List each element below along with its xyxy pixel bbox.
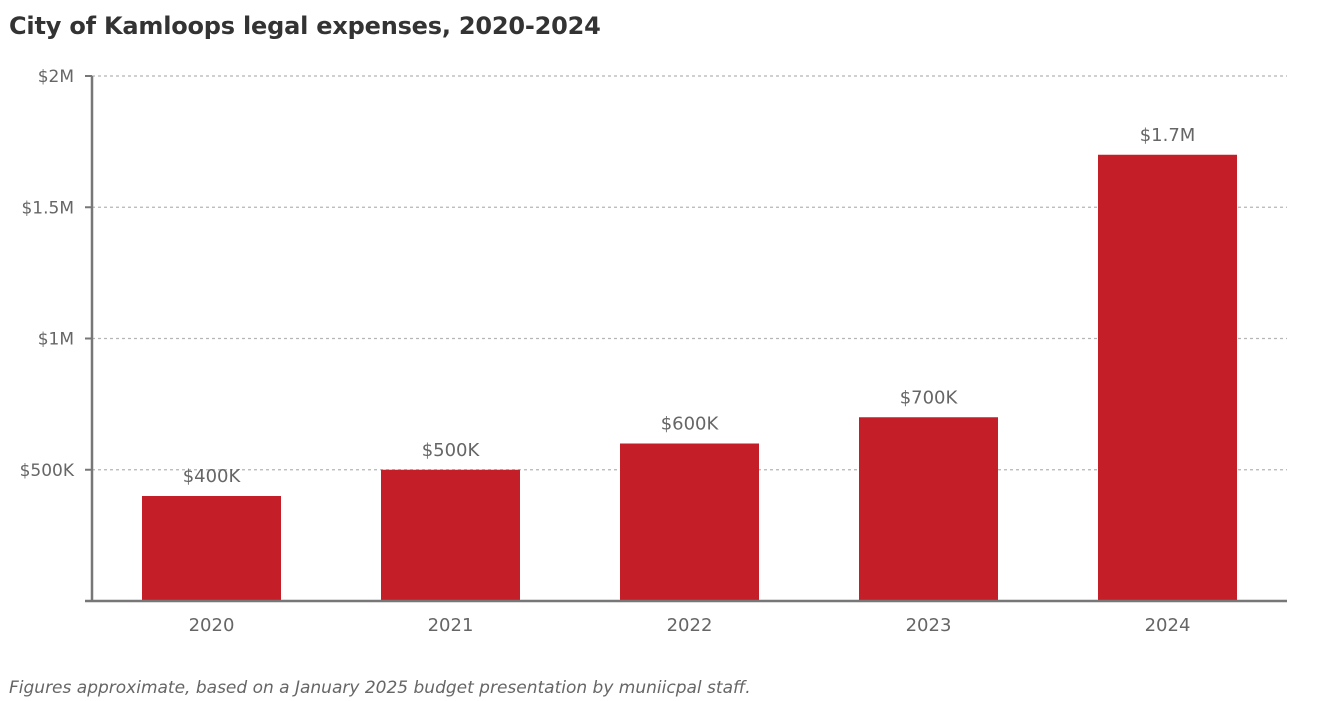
y-tick-label: $1.5M <box>21 198 74 218</box>
data-label: $1.7M <box>1140 125 1196 146</box>
y-tick-label: $2M <box>38 67 74 87</box>
bar-2023 <box>859 417 998 601</box>
labels: $500K $1M $1.5M $2M $400K 2020 $500K 2021 $600K 2… <box>20 67 1196 636</box>
bar-2021 <box>381 469 520 601</box>
bars <box>142 154 1237 601</box>
bar-2022 <box>620 443 759 601</box>
data-label: $500K <box>422 440 481 461</box>
x-tick-label: 2021 <box>428 615 474 636</box>
chart-title: City of Kamloops legal expenses, 2020-20… <box>9 12 601 40</box>
x-tick-label: 2023 <box>906 615 952 636</box>
data-label: $700K <box>900 387 959 408</box>
axes <box>85 75 1287 603</box>
y-tick-label: $500K <box>20 461 75 481</box>
data-label: $400K <box>183 466 242 487</box>
bar-2020 <box>142 496 281 601</box>
x-tick-label: 2022 <box>667 615 713 636</box>
chart-footnote: Figures approximate, based on a January … <box>9 678 751 698</box>
data-label: $600K <box>661 414 720 435</box>
gridlines <box>92 75 1287 471</box>
x-tick-label: 2024 <box>1145 615 1191 636</box>
x-tick-label: 2020 <box>189 615 235 636</box>
bar-2024 <box>1098 154 1237 601</box>
y-tick-label: $1M <box>38 330 74 350</box>
